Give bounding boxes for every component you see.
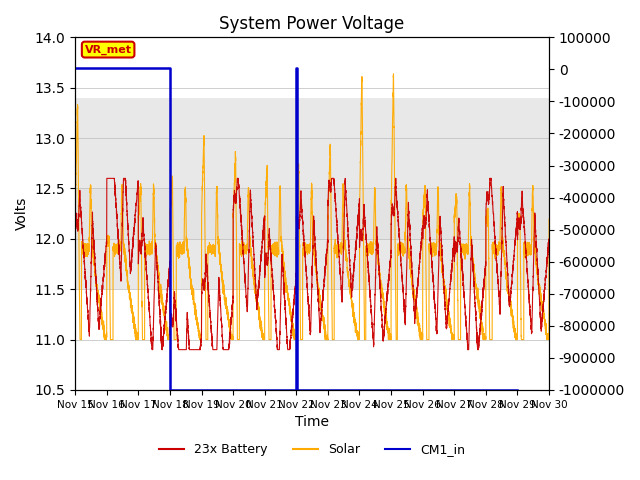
Y-axis label: Volts: Volts — [15, 197, 29, 230]
Title: System Power Voltage: System Power Voltage — [220, 15, 404, 33]
Bar — [75, 189, 549, 239]
Bar — [75, 98, 549, 289]
Text: VR_met: VR_met — [84, 45, 132, 55]
X-axis label: Time: Time — [295, 415, 329, 429]
Legend: 23x Battery, Solar, CM1_in: 23x Battery, Solar, CM1_in — [154, 438, 470, 461]
